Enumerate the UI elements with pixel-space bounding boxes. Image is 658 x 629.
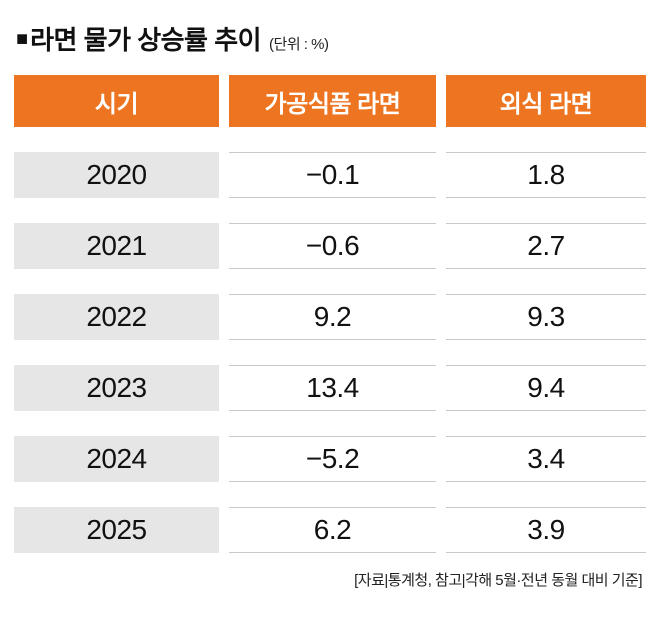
table-row-period: 2020 xyxy=(14,152,219,198)
chart-title-block: ■ 라면 물가 상승률 추이 (단위 : %) xyxy=(16,20,644,57)
title-bullet-icon: ■ xyxy=(16,27,29,50)
ramen-inflation-table: 시기 가공식품 라면 외식 라면 2020 −0.1 1.8 2021 −0.6… xyxy=(14,75,646,553)
page-title: 라면 물가 상승률 추이 xyxy=(30,25,262,55)
column-header-dining-ramen: 외식 라면 xyxy=(446,75,646,127)
table-row-dining-value: 2.7 xyxy=(446,223,646,269)
column-header-period: 시기 xyxy=(14,75,219,127)
table-row-processed-value: 9.2 xyxy=(229,294,436,340)
table-row-period: 2023 xyxy=(14,365,219,411)
unit-label: (단위 : %) xyxy=(269,36,329,53)
table-row-dining-value: 9.4 xyxy=(446,365,646,411)
column-header-processed-ramen: 가공식품 라면 xyxy=(229,75,436,127)
table-row-period: 2025 xyxy=(14,507,219,553)
table-row-processed-value: 13.4 xyxy=(229,365,436,411)
table-row-dining-value: 3.4 xyxy=(446,436,646,482)
table-row-period: 2024 xyxy=(14,436,219,482)
source-note: [자료|통계청, 참고|각해 5월·전년 동월 대비 기준] xyxy=(354,572,642,589)
table-row-period: 2022 xyxy=(14,294,219,340)
table-row-processed-value: −0.1 xyxy=(229,152,436,198)
table-row-processed-value: 6.2 xyxy=(229,507,436,553)
table-row-period: 2021 xyxy=(14,223,219,269)
table-row-processed-value: −0.6 xyxy=(229,223,436,269)
table-row-dining-value: 3.9 xyxy=(446,507,646,553)
table-row-dining-value: 9.3 xyxy=(446,294,646,340)
table-row-dining-value: 1.8 xyxy=(446,152,646,198)
table-row-processed-value: −5.2 xyxy=(229,436,436,482)
